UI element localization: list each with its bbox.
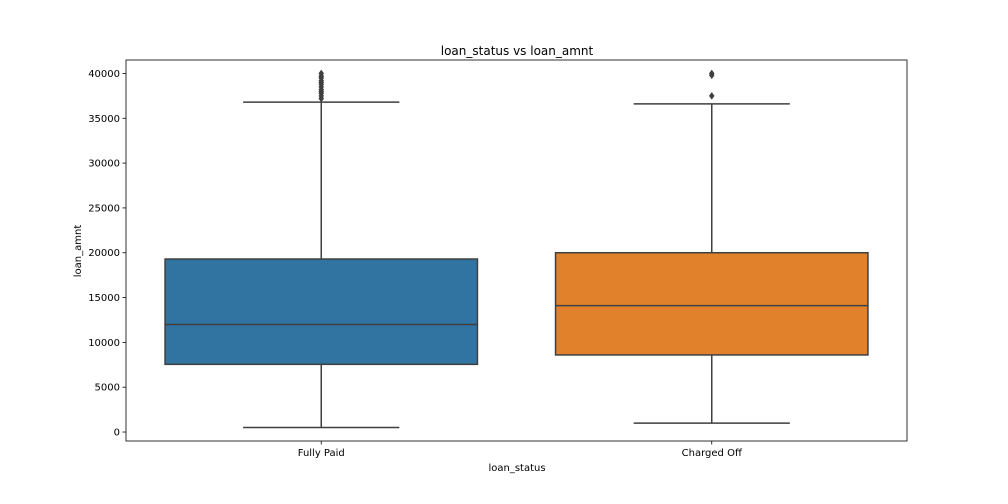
y-tick-label: 25000 (88, 203, 120, 214)
outlier-point (708, 69, 715, 78)
y-axis-label: loan_amnt (73, 225, 84, 278)
box-iqr (554, 251, 869, 356)
y-tick-label: 20000 (88, 248, 120, 259)
y-tick-label: 15000 (88, 293, 120, 304)
x-axis: Fully Paid Charged Off (298, 441, 743, 459)
box-group-0 (164, 69, 479, 429)
y-tick-label: 5000 (95, 383, 120, 394)
y-tick-label: 10000 (88, 338, 120, 349)
box-group-1 (554, 69, 869, 424)
y-tick-label: 35000 (88, 114, 120, 125)
y-tick-label: 40000 (88, 69, 120, 80)
y-tick-label: 0 (114, 428, 120, 439)
chart-title: loan_status vs loan_amnt (441, 44, 594, 58)
plot-frame (125, 59, 908, 442)
outlier-point (318, 69, 325, 78)
y-tick-label: 30000 (88, 159, 120, 170)
box-iqr (164, 258, 479, 366)
x-axis-label: loan_status (488, 463, 545, 474)
outlier-point (708, 91, 715, 100)
plot-area (164, 69, 869, 429)
y-axis: 0 5000 10000 15000 20000 25000 30000 35000 40000 (88, 69, 126, 439)
x-tick-label: Charged Off (682, 448, 743, 459)
x-tick-label: Fully Paid (298, 448, 345, 459)
